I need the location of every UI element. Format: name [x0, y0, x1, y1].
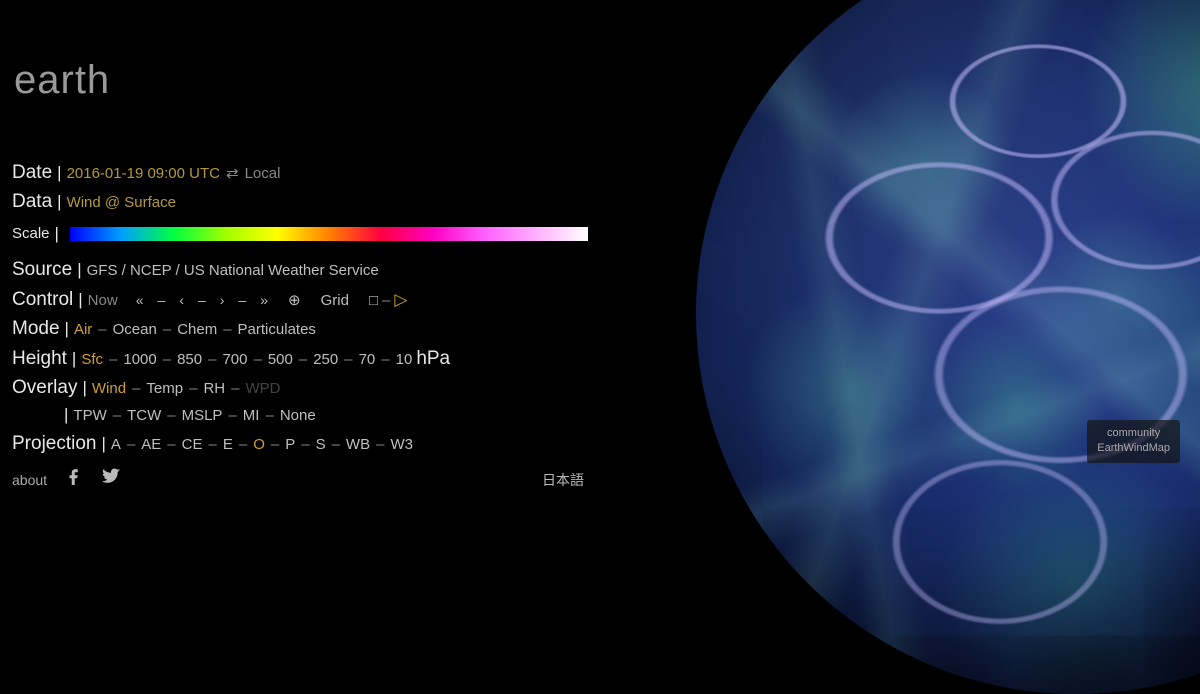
mode-label: Mode	[12, 314, 60, 343]
height-option-850[interactable]: 850	[177, 351, 202, 368]
overlay-option-tpw[interactable]: TPW	[73, 407, 106, 424]
mode-row: Mode | Air–Ocean–Chem–Particulates	[12, 314, 588, 343]
height-option-10[interactable]: 10	[396, 351, 413, 368]
date-label: Date	[12, 158, 52, 187]
height-option-500[interactable]: 500	[268, 351, 293, 368]
overlay-label: Overlay	[12, 373, 77, 402]
projection-option-a[interactable]: A	[111, 436, 121, 453]
globe-visualization[interactable]	[696, 0, 1200, 694]
badge-line2: EarthWindMap	[1097, 441, 1170, 456]
mode-option-air[interactable]: Air	[74, 321, 92, 338]
control-label: Control	[12, 285, 73, 314]
date-value[interactable]: 2016-01-19 09:00 UTC	[67, 162, 220, 185]
height-label: Height	[12, 344, 67, 373]
scale-label: Scale	[12, 222, 50, 245]
height-option-250[interactable]: 250	[313, 351, 338, 368]
nav-next-icon[interactable]: ›	[220, 290, 225, 312]
projection-option-p[interactable]: P	[285, 436, 295, 453]
nav-sep: –	[157, 290, 165, 312]
overlay-option-wpd: WPD	[245, 380, 280, 397]
nav-last-icon[interactable]: »	[260, 290, 268, 312]
control-row: Control | Now « – ‹ – › – » ⊕ Grid □ – ▷	[12, 285, 588, 314]
overlay-option-none[interactable]: None	[280, 407, 316, 424]
height-option-700[interactable]: 700	[222, 351, 247, 368]
height-option-70[interactable]: 70	[359, 351, 376, 368]
overlay-option-wind[interactable]: Wind	[92, 380, 126, 397]
data-value: Wind @ Surface	[67, 191, 176, 214]
community-badge[interactable]: community EarthWindMap	[1087, 420, 1180, 463]
overlay-option-tcw[interactable]: TCW	[127, 407, 161, 424]
height-option-1000[interactable]: 1000	[123, 351, 156, 368]
time-nav-group: « – ‹ – › – »	[136, 290, 268, 312]
source-row: Source | GFS / NCEP / US National Weathe…	[12, 255, 588, 284]
nav-prev-icon[interactable]: ‹	[179, 290, 184, 312]
projection-option-ae[interactable]: AE	[141, 436, 161, 453]
date-row: Date | 2016-01-19 09:00 UTC ⇄ Local	[12, 158, 588, 187]
projection-option-ce[interactable]: CE	[182, 436, 203, 453]
height-option-sfc[interactable]: Sfc	[81, 351, 103, 368]
badge-line1: community	[1097, 426, 1170, 441]
projection-option-e[interactable]: E	[223, 436, 233, 453]
nav-first-icon[interactable]: «	[136, 290, 144, 312]
projection-row: Projection | A–AE–CE–E–O–P–S–WB–W3	[12, 429, 588, 458]
source-label: Source	[12, 255, 72, 284]
language-toggle[interactable]: 日本語	[542, 470, 588, 492]
scale-row: Scale |	[12, 221, 588, 247]
projection-option-wb[interactable]: WB	[346, 436, 370, 453]
mode-option-particulates[interactable]: Particulates	[238, 321, 316, 338]
control-now[interactable]: Now	[88, 289, 118, 312]
app-title[interactable]: earth	[14, 58, 110, 103]
tz-toggle-label[interactable]: Local	[245, 162, 281, 185]
projection-option-s[interactable]: S	[316, 436, 326, 453]
tz-toggle-icon[interactable]: ⇄	[226, 162, 239, 185]
nav-sep: –	[198, 290, 206, 312]
overlay-option-rh[interactable]: RH	[203, 380, 225, 397]
play-icon[interactable]: ▷	[394, 287, 407, 313]
grid-toggle[interactable]: Grid	[321, 289, 349, 312]
overlay-option-mslp[interactable]: MSLP	[182, 407, 223, 424]
overlay-option-temp[interactable]: Temp	[146, 380, 183, 397]
control-panel: Date | 2016-01-19 09:00 UTC ⇄ Local Data…	[0, 148, 600, 507]
facebook-icon[interactable]	[65, 467, 83, 493]
overlay-row-1: Overlay | Wind–Temp–RH–WPD	[12, 373, 588, 402]
twitter-icon[interactable]	[101, 466, 121, 494]
data-label: Data	[12, 187, 52, 216]
about-link[interactable]: about	[12, 470, 47, 492]
stop-icon[interactable]: □	[369, 289, 378, 312]
mode-option-chem[interactable]: Chem	[177, 321, 217, 338]
nav-sep: –	[238, 290, 246, 312]
mode-option-ocean[interactable]: Ocean	[113, 321, 157, 338]
projection-option-w3[interactable]: W3	[390, 436, 413, 453]
panel-footer: about 日本語	[12, 466, 588, 494]
source-value[interactable]: GFS / NCEP / US National Weather Service	[87, 259, 379, 282]
data-row: Data | Wind @ Surface	[12, 187, 588, 216]
overlay-row-2: | TPW–TCW–MSLP–MI–None	[12, 402, 588, 428]
height-row: Height | Sfc–1000–850–700–500–250–70–10 …	[12, 344, 588, 373]
projection-option-o[interactable]: O	[253, 436, 265, 453]
locate-icon[interactable]: ⊕	[288, 289, 301, 312]
color-scale-bar[interactable]	[70, 227, 588, 241]
height-unit[interactable]: hPa	[416, 344, 450, 373]
projection-label: Projection	[12, 429, 97, 458]
overlay-option-mi[interactable]: MI	[243, 407, 260, 424]
